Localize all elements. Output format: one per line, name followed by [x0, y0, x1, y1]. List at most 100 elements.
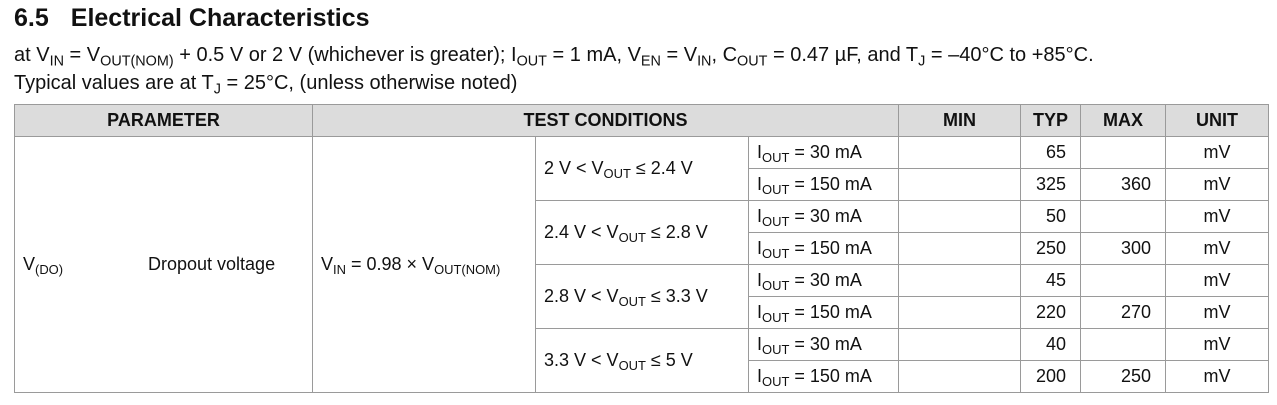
max-cell	[1080, 136, 1167, 169]
text-run: 2.8 V < V	[544, 286, 619, 306]
subscript: (DO)	[35, 261, 64, 277]
table-row: IOUT = 150 mA 200 250 mV	[15, 360, 1270, 393]
typ-cell: 45	[1020, 264, 1082, 297]
typ-cell: 250	[1020, 232, 1082, 265]
text-run: ≤ 5 V	[645, 350, 693, 370]
load-cell: IOUT = 30 mA	[747, 328, 900, 361]
parameter-name: Dropout voltage	[148, 254, 276, 274]
text-run: = 0.47 µF, and T	[767, 44, 919, 66]
text-run: I	[757, 142, 763, 162]
text-run: at V	[14, 44, 50, 66]
text-run: + 0.5 V or 2 V (whichever is greater); I	[173, 44, 517, 66]
unit-cell: mV	[1165, 200, 1270, 233]
min-cell	[898, 360, 1022, 393]
text-run: I	[757, 334, 763, 354]
text-run: I	[757, 238, 763, 258]
text-run: = 30 mA	[789, 270, 862, 290]
subscript: OUT	[762, 373, 790, 389]
text-run: V	[321, 254, 334, 274]
load-cell: IOUT = 150 mA	[747, 168, 900, 201]
min-cell	[898, 264, 1022, 297]
header-row: PARAMETER TEST CONDITIONS MIN TYP MAX UNIT	[14, 104, 1270, 137]
subscript: OUT	[762, 245, 790, 261]
text-run: I	[757, 366, 763, 386]
unit-cell: mV	[1165, 328, 1270, 361]
table-row: 2.8 V < VOUT ≤ 3.3 V I OUT = 30 mA 45 mV	[15, 264, 1270, 329]
subscript: OUT	[618, 293, 646, 309]
text-run: ≤ 3.3 V	[645, 286, 708, 306]
text-run: , C	[711, 44, 738, 66]
typ-cell: 200	[1020, 360, 1082, 393]
max-cell	[1080, 200, 1167, 233]
column-header: MIN	[898, 104, 1022, 137]
text-run: = 150 mA	[789, 302, 872, 322]
characteristics-table: PARAMETER TEST CONDITIONS MIN TYP MAX UNIT V(…	[14, 104, 1270, 393]
min-cell	[898, 328, 1022, 361]
unit-cell: mV	[1165, 296, 1270, 329]
typ-cell: 220	[1020, 296, 1082, 329]
max-cell: 250	[1080, 360, 1167, 393]
text-run: I	[757, 174, 763, 194]
subscript: OUT	[618, 357, 646, 373]
column-header: TYP	[1020, 104, 1082, 137]
text-run: = 150 mA	[789, 174, 872, 194]
typ-cell: 325	[1020, 168, 1082, 201]
min-cell	[898, 232, 1022, 265]
range-cell: 2 V < VOUT ≤ 2.4 V	[535, 136, 749, 201]
table-row: IOUT = 150 mA 325 360 mV	[15, 168, 1270, 201]
subscript: OUT	[618, 229, 646, 245]
condition-cell: VIN = 0.98 × VOUT(NOM)	[312, 136, 536, 393]
range-cell: 3.3 V < VOUT ≤ 5 V	[535, 328, 749, 393]
text-run: I	[757, 206, 763, 226]
subscript: J	[213, 81, 221, 98]
subscript: OUT	[762, 341, 790, 357]
table-body: V(DO) Dropout voltage VIN = 0.98 × VOUT(NO…	[14, 136, 1270, 393]
subscript: IN	[333, 261, 346, 277]
text-run: = 30 mA	[789, 334, 862, 354]
subscript: OUT(NOM)	[100, 53, 174, 70]
subscript: IN	[697, 53, 712, 70]
column-header: MAX	[1080, 104, 1167, 137]
section-title: Electrical Characteristics	[70, 4, 370, 32]
text-run: = 30 mA	[789, 142, 862, 162]
typ-cell: 65	[1020, 136, 1082, 169]
section-number: 6.5	[14, 4, 49, 32]
load-cell: IOUT = 150 mA	[747, 232, 900, 265]
table-row: IOUT = 150 mA 220 270 mV	[15, 296, 1270, 329]
unit-cell: mV	[1165, 264, 1270, 297]
text-run: = 150 mA	[789, 238, 872, 258]
text-run: V	[23, 254, 36, 274]
parameter-cell: V(DO) Dropout voltage	[14, 136, 313, 393]
parameter-symbol: V(DO)	[23, 254, 148, 277]
load-cell: IOUT = 30 mA	[747, 200, 900, 233]
text-run: = 30 mA	[789, 206, 862, 226]
load-cell: IOUT = 150 mA	[747, 296, 900, 329]
range-cell: 2.8 V < VOUT ≤ 3.3 V	[535, 264, 749, 329]
text-run: 3.3 V < V	[544, 350, 619, 370]
subscript: OUT	[762, 181, 790, 197]
table-row: IOUT = 150 mA 250 300 mV	[15, 232, 1270, 265]
subscript: EN	[640, 53, 661, 70]
column-header: UNIT	[1165, 104, 1270, 137]
column-header: TEST CONDITIONS	[311, 104, 900, 137]
text-run: = 25°C, (unless otherwise noted)	[220, 72, 518, 94]
max-cell: 360	[1080, 168, 1167, 201]
text-run: = V	[660, 44, 698, 66]
text-run: = 150 mA	[789, 366, 872, 386]
min-cell	[898, 296, 1022, 329]
subscript: OUT	[603, 165, 631, 181]
text-run: = 1 mA, V	[546, 44, 641, 66]
text-run: = –40°C to +85°C.	[925, 44, 1094, 66]
min-cell	[898, 136, 1022, 169]
section-heading: 6.5 Electrical Characteristics	[14, 4, 370, 33]
column-header: PARAMETER	[14, 104, 313, 137]
subscript: IN	[49, 53, 64, 70]
subscript: OUT(NOM)	[434, 261, 501, 277]
text-run: I	[757, 302, 763, 322]
unit-cell: mV	[1165, 168, 1270, 201]
table-row: V(DO) Dropout voltage VIN = 0.98 × VOUT(NO…	[14, 136, 1270, 393]
load-cell: IOUT = 150 mA	[747, 360, 900, 393]
text-run: Typical values are at T	[14, 72, 214, 94]
subscript: J	[918, 53, 926, 70]
